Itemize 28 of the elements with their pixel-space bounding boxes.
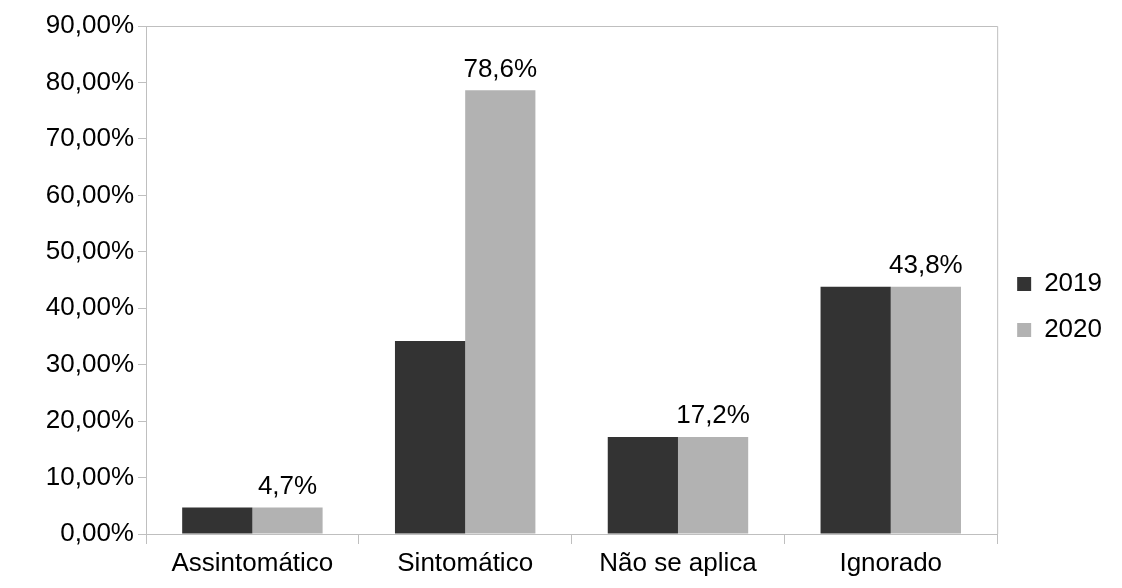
y-tick-label: 60,00%	[45, 178, 134, 209]
y-tick-label: 30,00%	[45, 347, 134, 378]
x-tick-label: Sintomático	[397, 546, 534, 577]
data-label: 43,8%	[889, 248, 963, 279]
bar	[607, 436, 678, 534]
y-tick-label: 10,00%	[45, 460, 134, 491]
bar	[820, 286, 891, 534]
bar	[890, 286, 961, 534]
data-label: 4,7%	[257, 469, 318, 500]
legend-label: 2020	[1044, 313, 1102, 344]
y-tick-label: 50,00%	[45, 234, 134, 265]
bar	[465, 90, 536, 534]
bar	[182, 507, 253, 534]
bar	[252, 507, 323, 534]
x-tick-label: Não se aplica	[599, 546, 758, 577]
bar	[394, 340, 466, 534]
data-label: 78,6%	[463, 52, 538, 83]
y-tick-label: 90,00%	[45, 9, 134, 40]
y-tick-label: 0,00%	[60, 517, 134, 548]
y-tick-label: 80,00%	[45, 65, 134, 96]
x-tick-label: Ignorado	[839, 546, 943, 577]
y-tick-label: 20,00%	[45, 404, 134, 435]
legend-label: 2019	[1044, 267, 1102, 298]
y-tick-label: 40,00%	[45, 291, 134, 322]
x-tick-label: Assintomático	[171, 546, 334, 577]
data-label: 17,2%	[676, 399, 750, 430]
bar	[677, 436, 749, 534]
y-tick-label: 70,00%	[45, 122, 134, 153]
